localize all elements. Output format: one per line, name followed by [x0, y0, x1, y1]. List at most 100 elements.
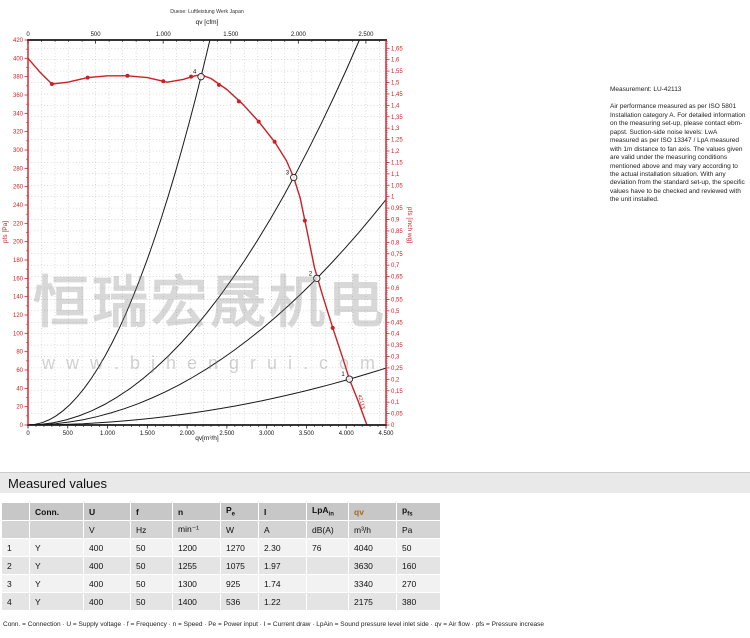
left-tick-label: 260 — [13, 185, 24, 191]
column-unit: V — [84, 521, 130, 538]
table-cell — [307, 575, 348, 592]
fan-curve-chart: Duese: Luftleistung Werk Japan qv [cfm] … — [2, 9, 413, 442]
column-unit: Hz — [131, 521, 172, 538]
right-tick-label: 0,9 — [391, 218, 400, 224]
table-cell: 76 — [307, 539, 348, 556]
left-tick-label: 80 — [16, 350, 23, 356]
operating-points: 1 2 3 4 — [193, 70, 354, 383]
table-cell: 3340 — [349, 575, 396, 592]
right-tick-label: 0,8 — [391, 240, 400, 246]
axis-ticks-and-labels: 0 500 1.000 1.500 2.000 2.500 3.000 3.500 4.000 4… — [13, 32, 403, 437]
column-header: LpAin — [307, 503, 348, 520]
column-unit: Pa — [397, 521, 440, 538]
right-tick-label: 0,15 — [391, 389, 403, 395]
right-tick-label: 1,25 — [391, 138, 403, 144]
left-tick-label: 320 — [13, 130, 24, 136]
measured-marker — [161, 79, 166, 84]
right-tick-label: 0,95 — [391, 206, 403, 212]
column-header: qv — [349, 503, 396, 520]
table-row: 2 Y 400 50 1255 1075 1.97 3630 160 — [2, 557, 440, 574]
top-tick-label: 500 — [91, 32, 102, 38]
table-cell: 2.30 — [259, 539, 306, 556]
legend-footnote: Conn. = Connection · U = Supply voltage … — [3, 621, 545, 628]
table-cell: 270 — [397, 575, 440, 592]
right-tick-label: 0,75 — [391, 252, 403, 258]
top-tick-label: 1.000 — [156, 32, 172, 38]
table-cell: 400 — [84, 539, 130, 556]
left-tick-label: 340 — [13, 111, 24, 117]
right-tick-label: 1,15 — [391, 160, 403, 166]
table-cell — [307, 593, 348, 610]
right-tick-label: 0,3 — [391, 355, 400, 361]
table-cell — [307, 557, 348, 574]
left-tick-label: 200 — [13, 240, 24, 246]
measured-marker — [125, 73, 130, 78]
column-unit — [30, 521, 83, 538]
measurement-notes: Measurement: LU-42113 Air performance me… — [610, 86, 747, 205]
measured-marker — [330, 325, 335, 330]
bottom-tick-label: 1.000 — [100, 431, 116, 437]
column-unit — [2, 521, 29, 538]
system-curve-3 — [27, 39, 360, 426]
bottom-tick-label: 4.000 — [339, 431, 355, 437]
bottom-tick-label: 4.500 — [378, 431, 394, 437]
column-header: Pe — [221, 503, 258, 520]
left-tick-label: 100 — [13, 331, 24, 337]
system-characteristic-curves — [27, 39, 387, 426]
right-tick-label: 0,1 — [391, 400, 400, 406]
table-cell: 4040 — [349, 539, 396, 556]
table-cell: 1075 — [221, 557, 258, 574]
table-cell: 1.22 — [259, 593, 306, 610]
right-tick-label: 0,25 — [391, 366, 403, 372]
right-tick-label: 0,4 — [391, 332, 400, 338]
top-tick-label: 0 — [26, 32, 30, 38]
top-tick-label: 2.000 — [291, 32, 307, 38]
table-cell: 1200 — [173, 539, 220, 556]
left-tick-label: 160 — [13, 276, 24, 282]
column-header: I — [259, 503, 306, 520]
left-tick-label: 20 — [16, 405, 23, 411]
table-cell: 50 — [131, 593, 172, 610]
top-tick-label: 2.500 — [358, 32, 374, 38]
left-tick-label: 360 — [13, 93, 24, 99]
table-cell: 3 — [2, 575, 29, 592]
measured-marker — [256, 119, 261, 124]
top-tick-label: 1.500 — [223, 32, 239, 38]
table-cell: 1270 — [221, 539, 258, 556]
bottom-axis-label: qv[m³/h] — [195, 435, 219, 442]
table-row: 4 Y 400 50 1400 536 1.22 2175 380 — [2, 593, 440, 610]
operating-point-label-2: 2 — [309, 271, 313, 277]
measured-values-title: Measured values — [8, 476, 107, 491]
column-unit: m³/h — [349, 521, 396, 538]
table-cell: 1255 — [173, 557, 220, 574]
table-cell: Y — [30, 557, 83, 574]
column-header: Conn. — [30, 503, 83, 520]
right-axis-label: pfs [inch wg] — [406, 207, 413, 243]
left-axis-label: pfs [Pa] — [2, 221, 9, 243]
table-cell: 1400 — [173, 593, 220, 610]
bottom-tick-label: 1.500 — [140, 431, 156, 437]
table-cell: 160 — [397, 557, 440, 574]
table-cell: 380 — [397, 593, 440, 610]
table-cell: 50 — [397, 539, 440, 556]
table-cell: Y — [30, 593, 83, 610]
left-tick-label: 40 — [16, 386, 23, 392]
left-tick-label: 300 — [13, 148, 24, 154]
measured-marker — [272, 139, 277, 144]
bottom-tick-label: 3.500 — [299, 431, 315, 437]
table-cell: 400 — [84, 575, 130, 592]
right-tick-label: 1,3 — [391, 126, 400, 132]
right-tick-label: 0,55 — [391, 297, 403, 303]
right-tick-label: 1,05 — [391, 183, 403, 189]
fan-pressure-curve — [27, 57, 368, 426]
left-tick-label: 120 — [13, 313, 24, 319]
right-tick-label: 1,45 — [391, 92, 403, 98]
right-tick-label: 0,05 — [391, 412, 403, 418]
top-axis-label: qv [cfm] — [196, 19, 219, 26]
right-tick-label: 0,65 — [391, 275, 403, 281]
left-tick-label: 240 — [13, 203, 24, 209]
table-cell: 50 — [131, 539, 172, 556]
